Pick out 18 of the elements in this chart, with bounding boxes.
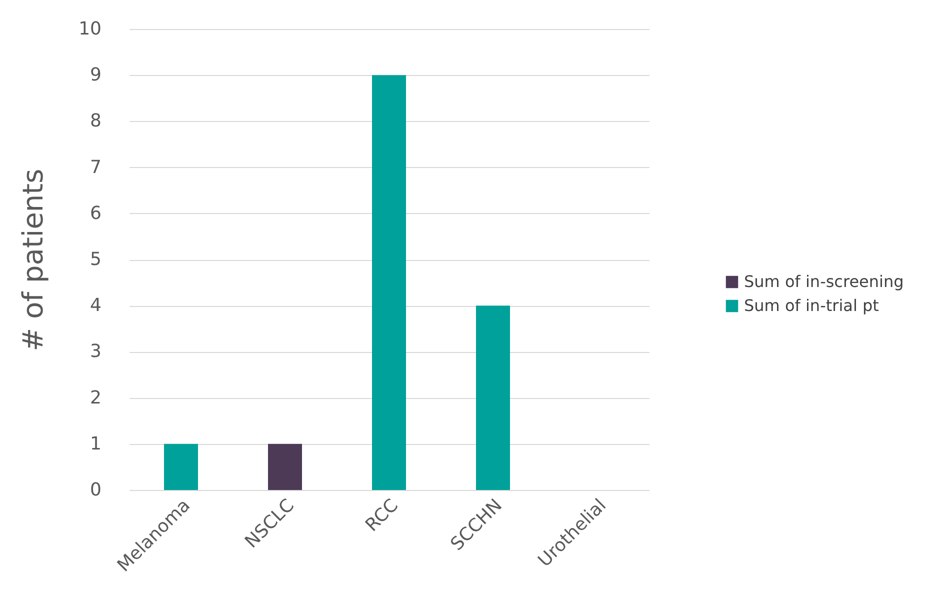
bar bbox=[164, 444, 198, 490]
y-tick-label: 10 bbox=[78, 18, 102, 40]
bar bbox=[476, 306, 510, 490]
y-tick-label: 6 bbox=[90, 202, 102, 224]
y-tick-label: 3 bbox=[90, 341, 102, 362]
bar bbox=[372, 75, 406, 490]
y-tick-label: 2 bbox=[90, 387, 102, 408]
y-tick-label: 5 bbox=[90, 249, 102, 270]
y-tick-label: 7 bbox=[90, 156, 102, 178]
y-tick-label: 4 bbox=[90, 295, 102, 316]
legend-label: Sum of in-screening bbox=[744, 272, 904, 291]
legend-label: Sum of in-trial pt bbox=[744, 296, 879, 315]
y-tick-label: 0 bbox=[90, 480, 102, 500]
bar bbox=[268, 444, 302, 490]
y-tick-label: 1 bbox=[90, 433, 102, 454]
y-tick-label: 9 bbox=[90, 64, 102, 86]
y-tick-label: 8 bbox=[90, 110, 102, 132]
y-axis-title: # of patients bbox=[16, 168, 50, 352]
